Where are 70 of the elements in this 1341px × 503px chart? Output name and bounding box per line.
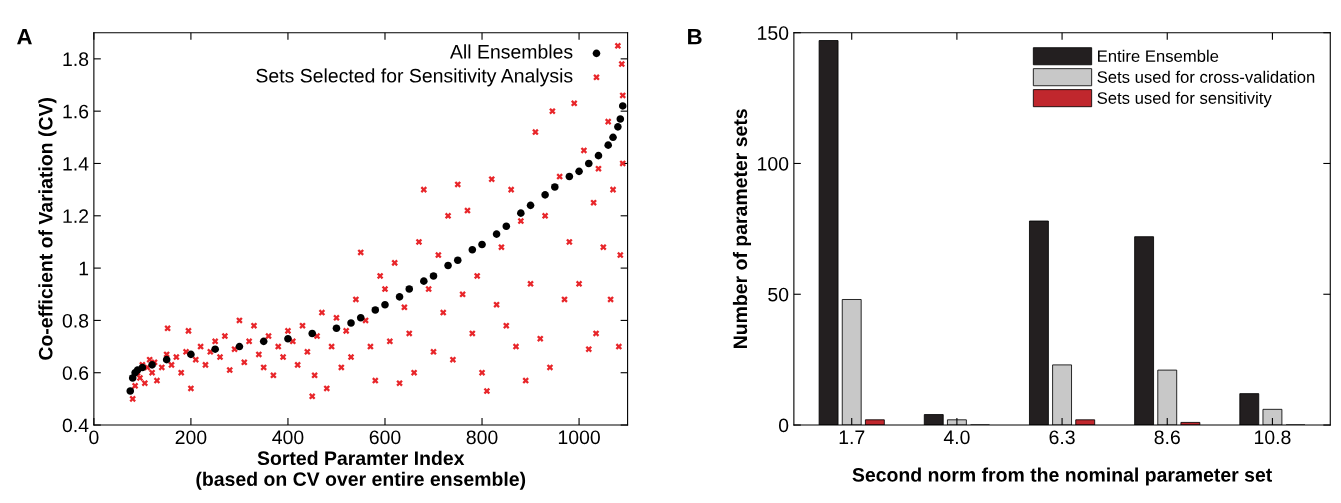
x-tick-label: 8.6 [1154,430,1180,445]
point [594,151,603,160]
point [429,272,438,280]
point [126,387,135,395]
chart-title: A [17,29,32,45]
chart-title: B [688,29,702,45]
point [284,334,292,343]
y-tick-label: 1.4 [63,157,89,171]
point [420,277,428,285]
point [517,209,525,217]
point [502,222,511,231]
y-tick-label: 0.4 [62,418,89,433]
point [492,230,501,238]
legend-label: Entire Ensemble [1098,49,1219,63]
x-tick-label: 4.0 [943,430,970,445]
x-tick-label: 1.7 [839,430,865,444]
x-tick-label: 600 [369,430,401,445]
y-tick-label: 1.8 [63,52,89,67]
x-tick-label: 6.3 [1049,430,1075,445]
y-tick-label: 0.8 [62,313,89,328]
point [444,261,452,270]
legend-label: Sets used for sensitivity [1097,91,1272,108]
point [616,115,625,123]
point [381,300,389,309]
point [584,159,593,168]
point [468,245,477,254]
point [162,355,171,364]
y-axis-title: Number of parameter sets [732,109,752,349]
legend-label: Sets Selected for Sensitivity Analysis [256,68,573,87]
x-tick-label: 1000 [558,430,600,445]
point [308,329,317,338]
point [575,167,583,176]
x-tick-label: 200 [175,430,207,445]
y-axis-title: Co-efficient of Variation (CV) [38,98,57,360]
x-tick-label: 800 [466,430,498,445]
point [347,319,355,327]
point [565,172,574,181]
y-tick-label: 1.2 [63,209,89,223]
x-axis-title: Sorted Paramter Index (based on CV over entire ensemble) [196,450,526,490]
point [609,133,617,142]
point [356,313,365,322]
point [332,324,341,333]
y-tick-label: 150 [758,26,789,40]
point [478,240,486,249]
point [371,306,380,314]
point [453,256,462,265]
y-tick-label: 1 [79,261,89,276]
point [259,337,268,346]
y-tick-label: 0 [778,418,789,433]
y-tick-label: 0.6 [62,366,89,380]
point [614,123,622,131]
point [405,285,414,293]
y-tick-label: 50 [768,287,789,302]
legend-label: Sets used for cross-validation [1097,70,1315,83]
point [551,183,559,191]
legend-label: All Ensembles [449,44,573,59]
point [618,102,627,110]
x-tick-label: 0 [89,430,99,445]
point [187,350,195,359]
point [235,342,244,351]
y-tick-label: 1.6 [63,104,89,119]
point [526,201,535,210]
y-tick-label: 100 [758,156,789,171]
point [541,191,549,199]
x-axis-title: Second norm from the nominal parameter set [852,467,1272,486]
point [604,141,612,149]
point [395,293,404,301]
x-tick-label: 400 [272,430,304,445]
x-tick-label: 10.8 [1254,430,1291,445]
point [211,345,219,353]
